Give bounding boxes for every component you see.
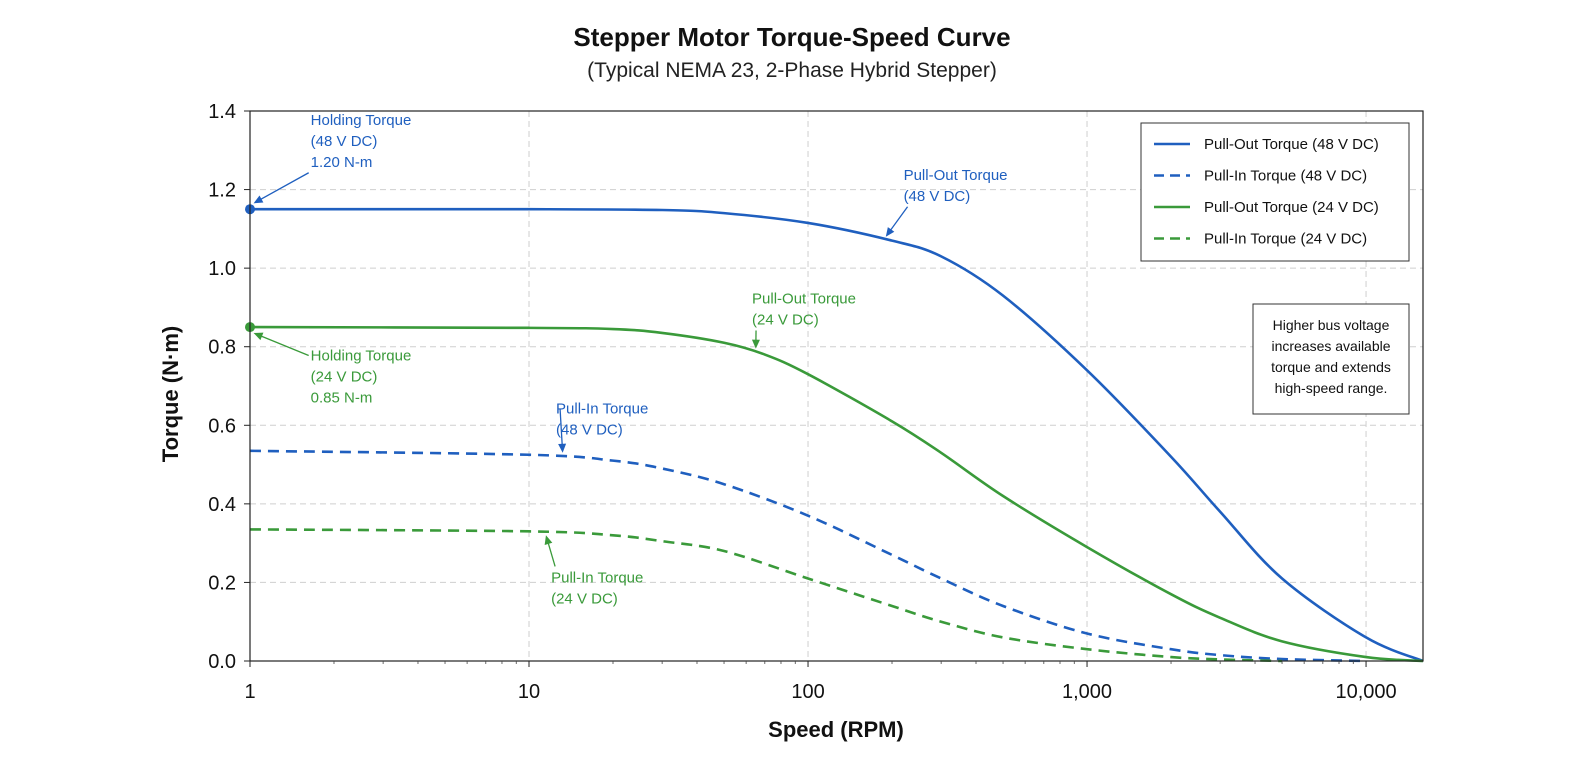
y-tick-label: 0.2 xyxy=(208,572,236,594)
y-tick-label: 1.4 xyxy=(208,101,236,123)
legend-box xyxy=(1140,122,1410,262)
note-line: torque and extends xyxy=(1271,359,1391,375)
annotation-arrowhead xyxy=(558,443,567,453)
y-tick-label: 0.8 xyxy=(208,337,236,359)
plot-frame xyxy=(249,110,1424,662)
annotation-arrowhead xyxy=(885,227,895,237)
x-tick-label: 1 xyxy=(244,681,255,703)
y-tick-label: 0.4 xyxy=(208,494,236,516)
annotation-line: Pull-In Torque xyxy=(551,569,643,586)
annotation-line: (48 V DC) xyxy=(311,133,378,150)
annotation-text: Pull-Out Torque (24 V DC) xyxy=(752,291,856,329)
x-axis-label: Speed (RPM) xyxy=(768,717,904,742)
legend-label: Pull-In Torque (48 V DC) xyxy=(1204,168,1367,185)
annotation-text: Pull-In Torque (24 V DC) xyxy=(551,569,643,607)
annotation-line: Pull-Out Torque xyxy=(904,167,1008,184)
annotation-line: Pull-Out Torque xyxy=(752,291,856,308)
series-line-1 xyxy=(250,207,1424,663)
x-tick-label: 10,000 xyxy=(1335,681,1396,703)
axis-ticks: 0.0 0.2 0.4 0.6 0.8 1.0 1.2 1.4 1 10 100 1,000 10,00… xyxy=(208,101,1396,703)
note-line: high-speed range. xyxy=(1275,380,1388,396)
annotation-line: Holding Torque xyxy=(311,112,412,129)
y-tick-label: 0.0 xyxy=(208,651,236,673)
annotation-line: Holding Torque xyxy=(311,347,412,364)
annotation-text: Pull-Out Torque (48 V DC) xyxy=(904,167,1008,205)
chart-subtitle: (Typical NEMA 23, 2-Phase Hybrid Stepper… xyxy=(587,59,997,82)
legend: Pull-Out Torque (48 V DC) Pull-In Torque … xyxy=(1140,122,1410,262)
annotation-arrowhead xyxy=(544,535,553,546)
note-box-frame xyxy=(1252,303,1410,415)
annotations: Holding Torque (48 V DC) 1.20 N-m Pull-Out … xyxy=(253,112,1008,607)
annotation-arrow xyxy=(255,172,309,203)
y-axis-label: Torque (N·m) xyxy=(158,326,183,462)
annotation-text: Pull-In Torque (48 V DC) xyxy=(556,401,648,439)
annotation-arrowhead xyxy=(253,195,264,204)
annotation-line: 1.20 N-m xyxy=(311,154,373,171)
series-line-2 xyxy=(249,449,1367,663)
x-tick-label: 10 xyxy=(518,681,540,703)
annotation-line: Pull-In Torque xyxy=(556,401,648,418)
annotation-arrowhead xyxy=(253,332,264,341)
annotation-line: 0.85 N-m xyxy=(311,389,373,406)
chart-title: Stepper Motor Torque-Speed Curve xyxy=(573,22,1010,52)
annotation-line: (24 V DC) xyxy=(551,590,618,607)
legend-label: Pull-In Torque (24 V DC) xyxy=(1204,231,1367,248)
annotation-arrow xyxy=(559,408,564,451)
legend-label: Pull-Out Torque (48 V DC) xyxy=(1204,136,1379,153)
annotation-line: (24 V DC) xyxy=(752,312,819,329)
series-lines xyxy=(249,207,1424,663)
annotation-text: Holding Torque (24 V DC) 0.85 N-m xyxy=(311,347,412,406)
legend-label: Pull-Out Torque (24 V DC) xyxy=(1204,199,1379,216)
x-tick-label: 1,000 xyxy=(1062,681,1112,703)
note-box: Higher bus voltage increases available tor… xyxy=(1252,303,1410,415)
y-tick-label: 1.0 xyxy=(208,258,236,280)
note-line: increases available xyxy=(1271,338,1390,354)
note-line: Higher bus voltage xyxy=(1273,317,1390,333)
annotation-text: Holding Torque (48 V DC) 1.20 N-m xyxy=(311,112,412,171)
annotation-line: (48 V DC) xyxy=(904,188,971,205)
series-line-4 xyxy=(249,528,1283,663)
annotation-line: (48 V DC) xyxy=(556,422,623,439)
series-line-3 xyxy=(249,325,1424,663)
x-tick-label: 100 xyxy=(791,681,824,703)
y-tick-label: 1.2 xyxy=(208,180,236,202)
annotation-arrowhead xyxy=(751,339,760,349)
annotation-arrow xyxy=(255,333,309,357)
annotation-line: (24 V DC) xyxy=(311,368,378,385)
y-tick-label: 0.6 xyxy=(208,415,236,437)
